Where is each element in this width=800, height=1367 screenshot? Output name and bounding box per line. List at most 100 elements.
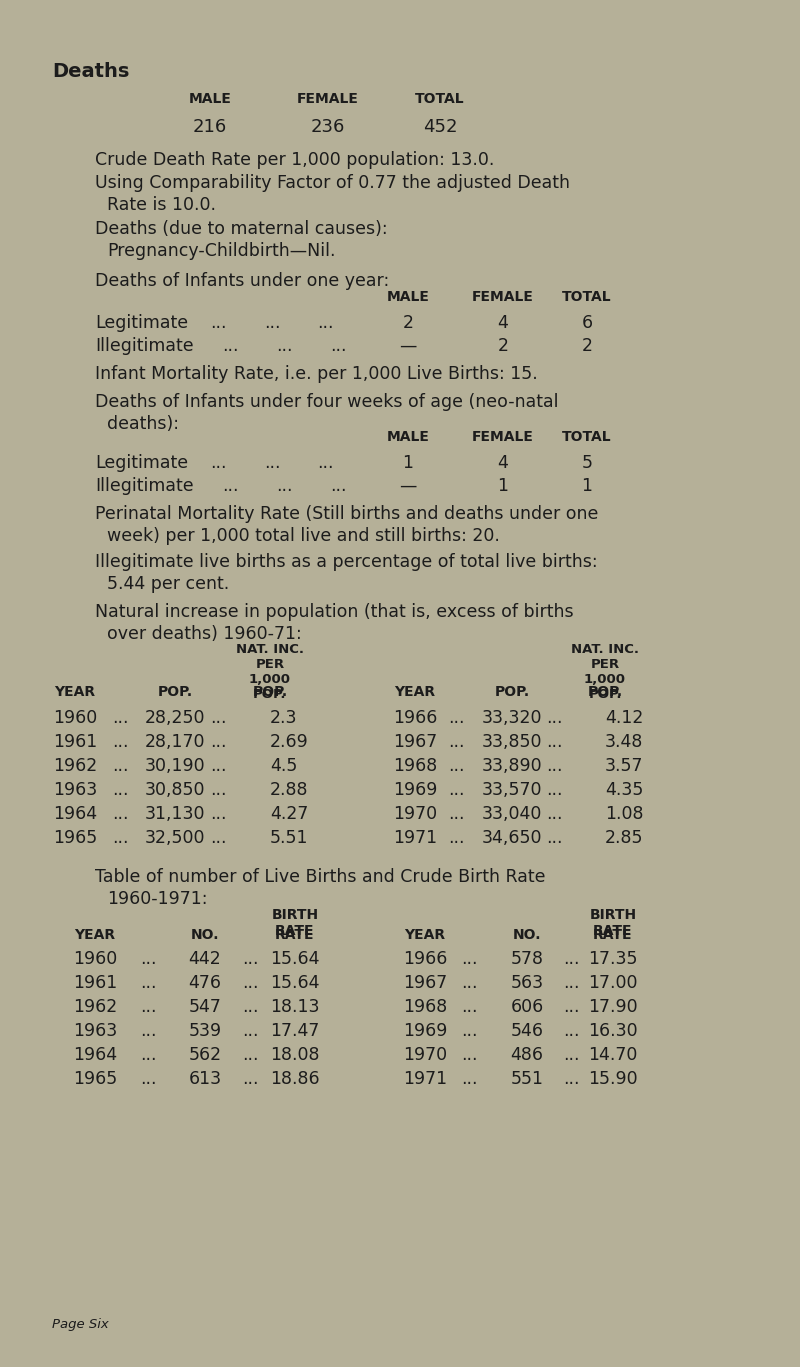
Text: Legitimate: Legitimate bbox=[95, 454, 188, 472]
Text: RATE: RATE bbox=[275, 928, 314, 942]
Text: 3.57: 3.57 bbox=[605, 757, 643, 775]
Text: Deaths (due to maternal causes):: Deaths (due to maternal causes): bbox=[95, 220, 388, 238]
Text: ...: ... bbox=[242, 950, 258, 968]
Text: ...: ... bbox=[242, 998, 258, 1016]
Text: ...: ... bbox=[210, 781, 226, 798]
Text: 33,890: 33,890 bbox=[482, 757, 542, 775]
Text: ...: ... bbox=[461, 1023, 478, 1040]
Text: 2: 2 bbox=[498, 338, 509, 355]
Text: 4.27: 4.27 bbox=[270, 805, 308, 823]
Text: 551: 551 bbox=[510, 1070, 543, 1088]
Text: 1965: 1965 bbox=[73, 1070, 117, 1088]
Text: TOTAL: TOTAL bbox=[415, 92, 465, 107]
Text: TOTAL: TOTAL bbox=[562, 290, 612, 303]
Text: 17.47: 17.47 bbox=[270, 1023, 320, 1040]
Text: ...: ... bbox=[210, 828, 226, 848]
Text: ...: ... bbox=[448, 781, 464, 798]
Text: 14.70: 14.70 bbox=[588, 1046, 638, 1064]
Text: FEMALE: FEMALE bbox=[297, 92, 359, 107]
Text: 17.90: 17.90 bbox=[588, 998, 638, 1016]
Text: 31,130: 31,130 bbox=[145, 805, 206, 823]
Text: ...: ... bbox=[242, 1046, 258, 1064]
Text: ...: ... bbox=[448, 828, 464, 848]
Text: ...: ... bbox=[461, 1070, 478, 1088]
Text: 2: 2 bbox=[402, 314, 414, 332]
Text: 216: 216 bbox=[193, 118, 227, 135]
Text: FEMALE: FEMALE bbox=[472, 431, 534, 444]
Text: 613: 613 bbox=[189, 1070, 222, 1088]
Text: ...: ... bbox=[330, 477, 346, 495]
Text: 1971: 1971 bbox=[393, 828, 437, 848]
Text: Infant Mortality Rate, i.e. per 1,000 Live Births: 15.: Infant Mortality Rate, i.e. per 1,000 Li… bbox=[95, 365, 538, 383]
Text: ...: ... bbox=[448, 805, 464, 823]
Text: ...: ... bbox=[461, 998, 478, 1016]
Text: 6: 6 bbox=[582, 314, 593, 332]
Text: ...: ... bbox=[448, 757, 464, 775]
Text: 1962: 1962 bbox=[73, 998, 117, 1016]
Text: Page Six: Page Six bbox=[52, 1318, 109, 1331]
Text: 1966: 1966 bbox=[403, 950, 447, 968]
Text: ...: ... bbox=[222, 338, 238, 355]
Text: YEAR: YEAR bbox=[405, 928, 446, 942]
Text: Crude Death Rate per 1,000 population: 13.0.: Crude Death Rate per 1,000 population: 1… bbox=[95, 150, 494, 170]
Text: 2.88: 2.88 bbox=[270, 781, 309, 798]
Text: 17.35: 17.35 bbox=[588, 950, 638, 968]
Text: 5.44 per cent.: 5.44 per cent. bbox=[107, 576, 230, 593]
Text: ...: ... bbox=[330, 338, 346, 355]
Text: ...: ... bbox=[562, 1046, 579, 1064]
Text: ...: ... bbox=[140, 1070, 156, 1088]
Text: —: — bbox=[399, 477, 417, 495]
Text: 1: 1 bbox=[582, 477, 593, 495]
Text: MALE: MALE bbox=[386, 290, 430, 303]
Text: 15.90: 15.90 bbox=[588, 1070, 638, 1088]
Text: ...: ... bbox=[276, 338, 292, 355]
Text: 2.69: 2.69 bbox=[270, 733, 309, 750]
Text: ...: ... bbox=[140, 950, 156, 968]
Text: 4.12: 4.12 bbox=[605, 709, 643, 727]
Text: 546: 546 bbox=[510, 1023, 543, 1040]
Text: ...: ... bbox=[317, 454, 334, 472]
Text: 2.3: 2.3 bbox=[270, 709, 298, 727]
Text: 606: 606 bbox=[510, 998, 544, 1016]
Text: RATE: RATE bbox=[594, 928, 633, 942]
Text: 5: 5 bbox=[582, 454, 593, 472]
Text: ...: ... bbox=[242, 975, 258, 992]
Text: over deaths) 1960-71:: over deaths) 1960-71: bbox=[107, 625, 302, 642]
Text: Legitimate: Legitimate bbox=[95, 314, 188, 332]
Text: BIRTH
RATE: BIRTH RATE bbox=[271, 908, 318, 938]
Text: ...: ... bbox=[276, 477, 292, 495]
Text: POP.: POP. bbox=[587, 685, 622, 699]
Text: 1960-1971:: 1960-1971: bbox=[107, 890, 207, 908]
Text: FEMALE: FEMALE bbox=[472, 290, 534, 303]
Text: 1963: 1963 bbox=[73, 1023, 117, 1040]
Text: ...: ... bbox=[562, 1070, 579, 1088]
Text: ...: ... bbox=[210, 314, 226, 332]
Text: ...: ... bbox=[264, 314, 280, 332]
Text: deaths):: deaths): bbox=[107, 416, 179, 433]
Text: POP.: POP. bbox=[158, 685, 193, 699]
Text: Illegitimate live births as a percentage of total live births:: Illegitimate live births as a percentage… bbox=[95, 554, 598, 571]
Text: 1961: 1961 bbox=[53, 733, 97, 750]
Text: 1961: 1961 bbox=[73, 975, 117, 992]
Text: 1969: 1969 bbox=[393, 781, 437, 798]
Text: ...: ... bbox=[222, 477, 238, 495]
Text: 1: 1 bbox=[402, 454, 414, 472]
Text: 562: 562 bbox=[189, 1046, 222, 1064]
Text: TOTAL: TOTAL bbox=[562, 431, 612, 444]
Text: Illegitimate: Illegitimate bbox=[95, 338, 194, 355]
Text: 33,320: 33,320 bbox=[482, 709, 542, 727]
Text: 33,850: 33,850 bbox=[482, 733, 542, 750]
Text: ...: ... bbox=[546, 781, 562, 798]
Text: POP.: POP. bbox=[253, 685, 287, 699]
Text: 236: 236 bbox=[311, 118, 345, 135]
Text: 2.85: 2.85 bbox=[605, 828, 643, 848]
Text: ...: ... bbox=[562, 950, 579, 968]
Text: 33,040: 33,040 bbox=[482, 805, 542, 823]
Text: NO.: NO. bbox=[513, 928, 542, 942]
Text: 1962: 1962 bbox=[53, 757, 97, 775]
Text: 1970: 1970 bbox=[393, 805, 437, 823]
Text: ...: ... bbox=[140, 1046, 156, 1064]
Text: YEAR: YEAR bbox=[394, 685, 435, 699]
Text: ...: ... bbox=[562, 998, 579, 1016]
Text: ...: ... bbox=[112, 828, 128, 848]
